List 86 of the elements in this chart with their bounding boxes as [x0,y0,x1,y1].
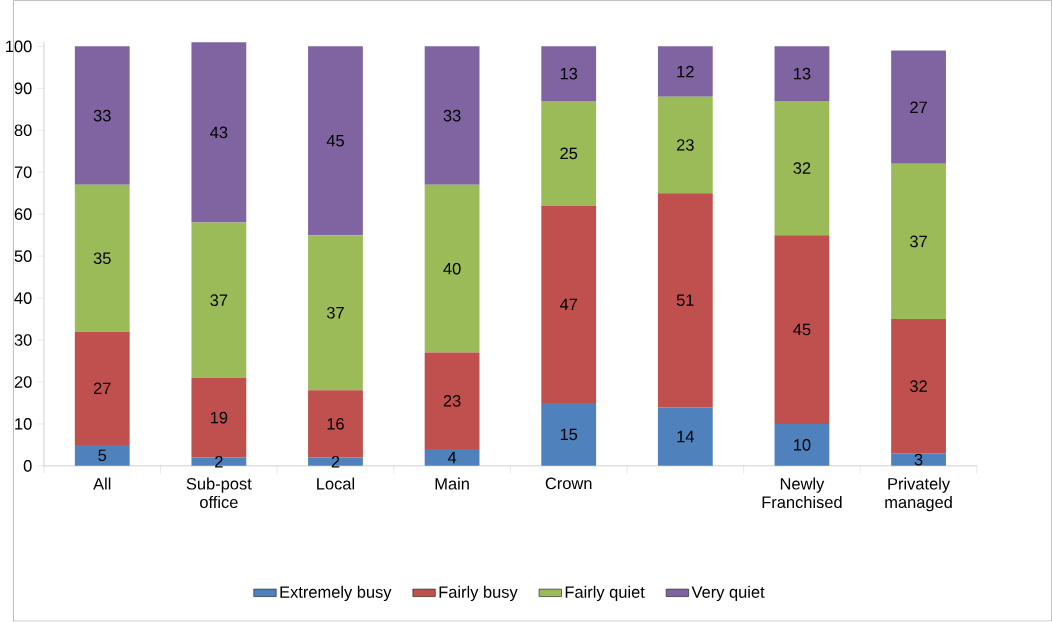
bar [191,222,247,379]
data-label: 14 [677,431,694,443]
y-tick-label: 80 [14,124,32,137]
data-label: 3 [914,454,923,466]
data-label: 32 [910,380,927,393]
bar [657,46,713,97]
data-label: 13 [560,68,578,80]
data-label: 37 [910,235,927,248]
y-tick-label: 70 [14,166,32,179]
data-label: 33 [443,110,461,122]
x-tick-label: Privately managed [885,477,952,512]
x-tick-label: Newly Franchised [762,477,842,509]
data-label: 23 [443,395,461,407]
y-tick-label: 40 [14,292,32,305]
data-label: 19 [210,412,228,424]
bar [191,42,247,223]
bar [891,164,946,320]
data-label: 10 [794,439,811,451]
data-label: 40 [443,263,461,275]
bar [774,235,830,425]
bar [657,407,713,467]
bar [541,403,597,467]
data-label: 45 [793,324,811,336]
bar [308,390,363,458]
data-label: 16 [327,418,344,430]
y-tick-label: 100 [6,40,32,53]
data-label: 32 [793,162,811,175]
y-tick-label: 30 [14,334,32,347]
data-label: 2 [215,456,223,468]
legend-label: Fairly busy [439,586,518,602]
data-label: 35 [93,252,111,265]
bar [308,46,363,236]
bar [424,352,480,450]
bar [774,101,830,236]
bar [308,235,363,391]
y-tick-label: 0 [23,460,32,472]
data-label: 12 [677,66,694,78]
data-label: 25 [560,147,578,160]
legend-label: Very quiet [691,586,765,602]
bar [74,185,130,332]
x-tick-label: All [93,477,111,490]
data-label: 51 [676,294,694,307]
data-label: 4 [447,452,457,464]
data-label: 13 [794,68,811,80]
data-label: 2 [331,456,340,468]
y-tick-label: 20 [14,376,32,389]
bar [74,46,130,186]
y-tick-label: 60 [14,208,32,221]
bar [891,453,946,467]
bar [541,46,597,102]
bar [891,50,946,165]
bar [191,378,247,458]
y-tick-label: 10 [15,418,32,430]
x-tick-label: Local [317,477,355,490]
bar [424,46,480,186]
x-tick-label: Crown [545,477,592,490]
y-tick-label: 50 [14,250,32,263]
bar [541,101,597,207]
bar [308,457,363,467]
data-label: 23 [677,139,694,152]
data-label: 37 [326,307,344,319]
bar [191,457,247,467]
data-label: 37 [210,294,228,307]
data-label: 15 [560,428,578,441]
data-label: 43 [210,126,228,139]
legend-label: Extremely busy [280,586,392,602]
bar [774,46,830,102]
y-tick-label: 90 [14,82,32,95]
data-label: 27 [93,382,111,395]
bar [74,331,130,446]
bar [657,96,713,194]
bar [541,206,597,404]
bar [74,445,130,467]
bar [424,449,480,467]
x-tick-label: Main [435,477,469,490]
bar [774,424,830,467]
legend-label: Fairly quiet [565,586,645,602]
bar [657,193,713,408]
data-label: 45 [326,135,344,147]
data-label: 5 [98,449,107,462]
data-label: 47 [559,298,578,311]
x-tick-label: Sub-post office [186,477,252,509]
bar [424,185,480,353]
data-label: 27 [910,101,927,114]
data-label: 33 [93,110,111,122]
bar [891,319,946,454]
